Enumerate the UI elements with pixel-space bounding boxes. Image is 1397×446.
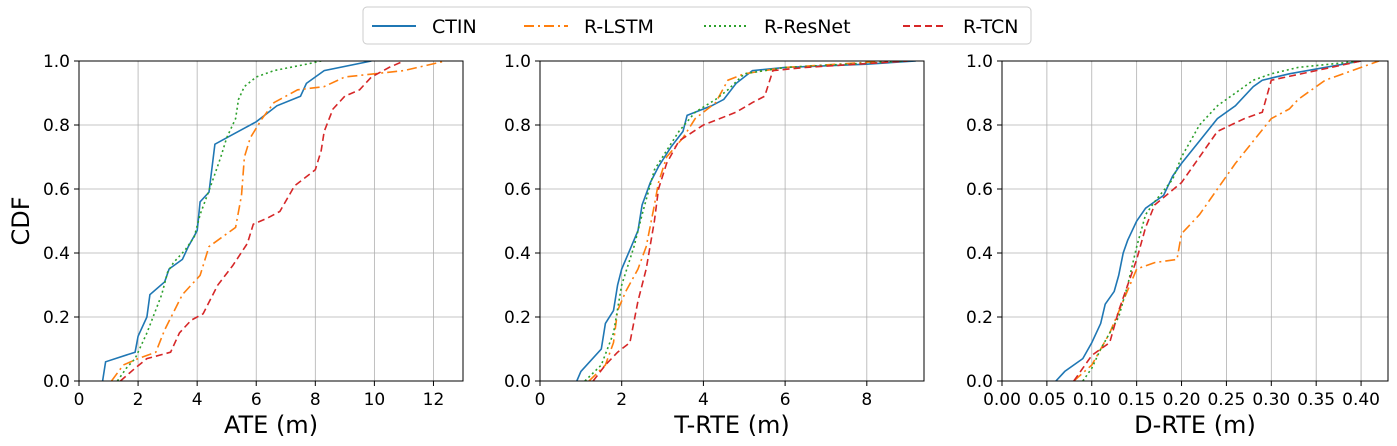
x-tick-label: 8 — [310, 390, 321, 410]
y-tick-label: 1.0 — [504, 52, 531, 72]
legend-entry-r-lstm: R-LSTM — [524, 16, 654, 38]
series-line-r-resnet — [1082, 61, 1362, 381]
y-tick-label: 0.6 — [43, 180, 70, 200]
y-tick-label: 0.0 — [43, 372, 70, 392]
x-tick-label: 0.00 — [983, 390, 1021, 410]
x-tick-label: 8 — [861, 390, 872, 410]
x-tick-label: 2 — [133, 390, 144, 410]
x-tick-label: 6 — [780, 390, 791, 410]
y-tick-label: 0.6 — [966, 180, 993, 200]
legend-label: R-TCN — [963, 16, 1019, 38]
series-line-r-lstm — [588, 61, 888, 381]
y-tick-label: 0.2 — [966, 308, 993, 328]
x-tick-label: 0.30 — [1252, 390, 1290, 410]
y-tick-label: 0.8 — [966, 116, 993, 136]
x-tick-label: 0.10 — [1073, 390, 1111, 410]
grid — [78, 60, 463, 382]
plot-frame — [78, 60, 464, 382]
y-tick-label: 0.0 — [966, 372, 993, 392]
series-line-ctin — [1055, 61, 1362, 381]
y-tick-label: 0.4 — [966, 244, 993, 264]
y-tick-label: 0.8 — [43, 116, 70, 136]
y-tick-label: 0.0 — [504, 372, 531, 392]
y-tick-label: 0.6 — [504, 180, 531, 200]
series-group — [576, 61, 916, 381]
legend-label: CTIN — [432, 16, 477, 38]
series-group — [1055, 61, 1380, 381]
legend-frame — [362, 6, 1032, 45]
legend: CTIN R-LSTM R-ResNet R-TCN — [362, 6, 1032, 45]
x-tick-label: 0.15 — [1118, 390, 1156, 410]
plot-frame — [539, 60, 925, 382]
x-tick-label: 12 — [423, 390, 445, 410]
y-tick-label: 0.4 — [43, 244, 70, 264]
panel-1: 0 2 4 6 8 10 12 0.0 0.2 0.4 0.6 0.8 1.0 ATE (m) CDF — [7, 52, 464, 439]
x-tick-label: 2 — [616, 390, 627, 410]
y-axis-title: CDF — [7, 196, 35, 245]
y-tick-label: 0.2 — [43, 308, 70, 328]
x-tick-label: 0.40 — [1342, 390, 1380, 410]
legend-label: R-ResNet — [764, 16, 851, 38]
series-line-r-tcn — [1073, 61, 1362, 381]
y-tick-label: 0.8 — [504, 116, 531, 136]
x-tick-label: 0 — [74, 390, 85, 410]
series-line-r-lstm — [110, 61, 446, 381]
grid — [539, 60, 924, 382]
legend-label: R-LSTM — [584, 16, 654, 38]
panel-3: 0.00 0.05 0.10 0.15 0.20 0.25 0.30 0.35 0.40 0.0 0… — [966, 52, 1389, 439]
series-line-r-resnet — [584, 61, 908, 381]
y-tick-label: 1.0 — [966, 52, 993, 72]
y-tick-label: 0.2 — [504, 308, 531, 328]
x-tick-label: 6 — [251, 390, 262, 410]
legend-entry-r-resnet: R-ResNet — [704, 16, 851, 38]
plot-frame — [1001, 60, 1389, 382]
y-tick-label: 0.4 — [504, 244, 531, 264]
grid — [1001, 60, 1388, 382]
series-line-r-tcn — [592, 61, 908, 381]
x-axis-title: D-RTE (m) — [1134, 411, 1256, 439]
x-tick-label: 0.25 — [1207, 390, 1245, 410]
x-tick-label: 0 — [535, 390, 546, 410]
x-axis-title: T-RTE (m) — [673, 411, 790, 439]
legend-entry-ctin: CTIN — [372, 16, 477, 38]
x-tick-label: 0.20 — [1163, 390, 1201, 410]
series-line-r-resnet — [116, 61, 322, 381]
x-tick-label: 0.05 — [1028, 390, 1066, 410]
legend-entry-r-tcn: R-TCN — [903, 16, 1019, 38]
series-line-ctin — [101, 61, 372, 381]
series-line-ctin — [576, 61, 916, 381]
x-tick-label: 4 — [698, 390, 709, 410]
y-tick-label: 1.0 — [43, 52, 70, 72]
x-axis-title: ATE (m) — [224, 411, 318, 439]
x-tick-label: 10 — [364, 390, 386, 410]
series-line-r-tcn — [119, 61, 405, 381]
series-group — [101, 61, 446, 381]
x-tick-label: 4 — [192, 390, 203, 410]
panel-2: 0 2 4 6 8 0.0 0.2 0.4 0.6 0.8 1.0 T-RTE (m) — [504, 52, 925, 439]
x-tick-label: 0.35 — [1297, 390, 1335, 410]
